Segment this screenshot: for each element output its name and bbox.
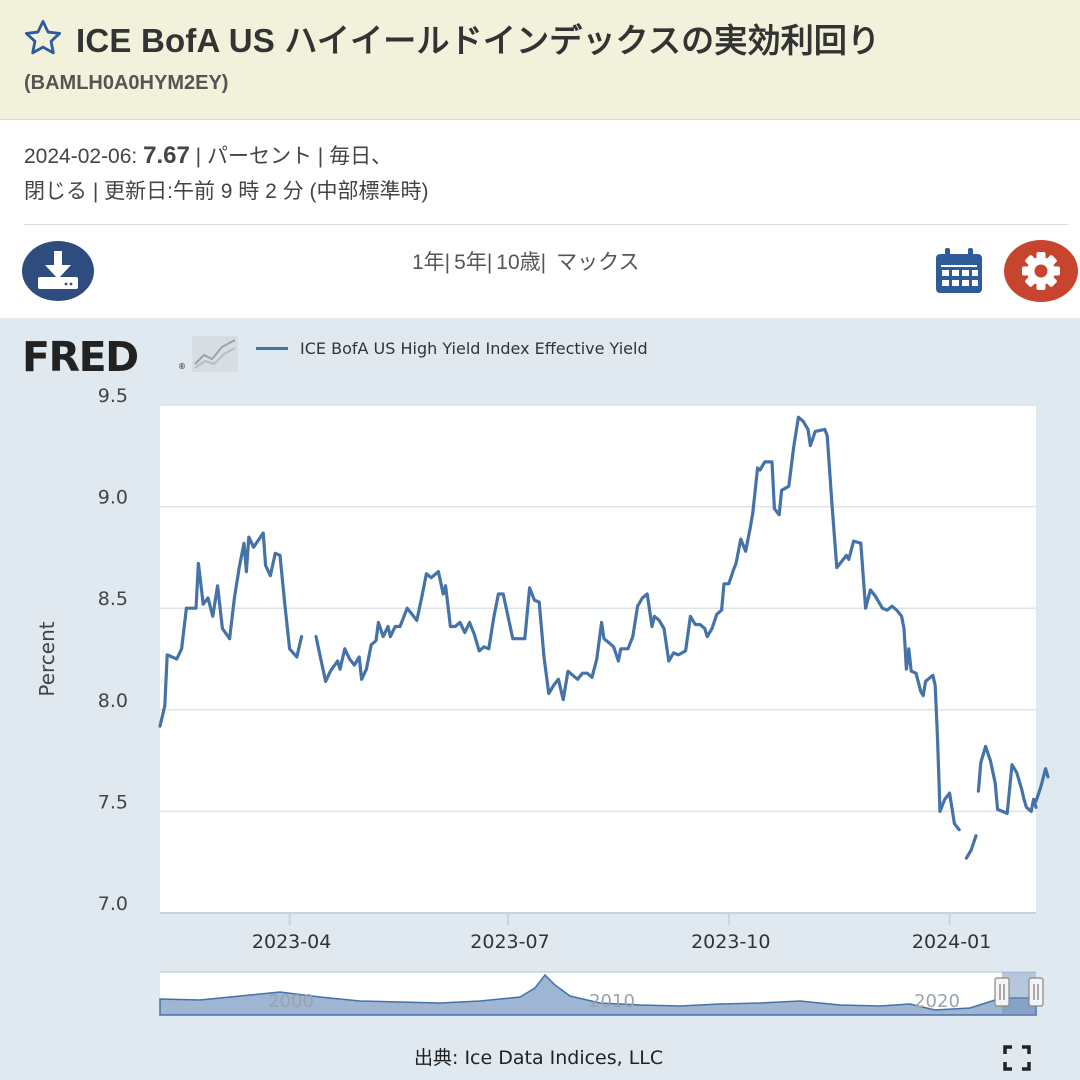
series-line (1034, 767, 1050, 803)
divider (24, 224, 1068, 225)
gear-icon (1022, 252, 1060, 290)
calendar-button[interactable] (934, 247, 984, 295)
legend-label: ICE BofA US High Yield Index Effective Y… (300, 339, 648, 358)
fred-logo[interactable]: FRED (22, 333, 139, 381)
navigator-label: 2020 (914, 991, 960, 1012)
series-id: (BAMLH0A0HYM2EY) (24, 72, 229, 94)
settings-button[interactable] (1004, 240, 1078, 302)
observation-date: 2024-02-06: (24, 145, 138, 168)
x-tick-label: 2024-01 (912, 931, 991, 953)
download-button[interactable] (22, 241, 94, 301)
y-tick-label: 8.0 (98, 690, 128, 712)
series-header: ICE BofA US ハイイールドインデックスの実効利回り (BAMLH0A0… (0, 0, 1080, 120)
range-10y[interactable]: 10歳| (496, 251, 547, 274)
x-tick-label: 2023-04 (252, 931, 331, 953)
range-5y[interactable]: 5年| (454, 251, 493, 274)
title-row: ICE BofA US ハイイールドインデックスの実効利回り (22, 14, 880, 62)
fred-graph-icon (192, 336, 238, 372)
series-meta: 2024-02-06: 7.67 | パーセント | 毎日、 閉じる | 更新日… (24, 138, 428, 209)
download-icon (38, 251, 78, 289)
range-selector: 1年| 5年| 10歳| マックス (412, 246, 639, 276)
meta-details: | パーセント | 毎日、 (195, 145, 393, 168)
navigator-label: 2010 (589, 991, 635, 1012)
fullscreen-button[interactable] (1002, 1044, 1032, 1072)
y-tick-label: 9.5 (98, 385, 128, 407)
navigator-handle[interactable] (994, 977, 1010, 1007)
meta-line-1: 2024-02-06: 7.67 | パーセント | 毎日、 (24, 138, 428, 174)
range-max[interactable]: マックス (556, 251, 640, 274)
series-line (976, 744, 1038, 816)
fullscreen-icon (1003, 1045, 1031, 1071)
navigator-handle[interactable] (1028, 977, 1044, 1007)
calendar-icon (936, 248, 982, 293)
star-outline-icon[interactable] (22, 17, 64, 59)
x-tick-label: 2023-07 (470, 931, 549, 953)
meta-line-2: 閉じる | 更新日:午前 9 時 2 分 (中部標準時) (24, 180, 429, 203)
y-tick-label: 8.5 (98, 588, 128, 610)
series-line (314, 415, 961, 832)
y-tick-label: 9.0 (98, 487, 128, 509)
fred-registered-mark: ® (178, 362, 186, 371)
y-tick-label: 7.0 (98, 893, 128, 915)
range-1y[interactable]: 1年| (412, 251, 451, 274)
chart-source: 出典: Ice Data Indices, LLC (414, 1047, 664, 1069)
legend-swatch (256, 347, 288, 350)
series-line (964, 834, 978, 860)
y-axis-title: Percent (35, 621, 59, 696)
navigator-label: 2000 (268, 991, 314, 1012)
chart-legend: ICE BofA US High Yield Index Effective Y… (256, 339, 648, 358)
page-title: ICE BofA US ハイイールドインデックスの実効利回り (76, 22, 881, 59)
y-tick-label: 7.5 (98, 791, 128, 813)
x-tick-label: 2023-10 (691, 931, 770, 953)
observation-value: 7.67 (143, 142, 190, 169)
series-line (158, 531, 304, 728)
